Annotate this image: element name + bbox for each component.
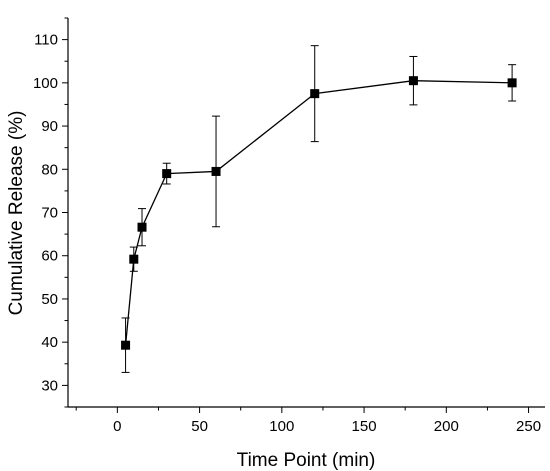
x-tick-label: 0 xyxy=(113,418,121,435)
x-tick-label: 50 xyxy=(191,418,208,435)
y-tick-label: 70 xyxy=(41,205,58,222)
data-point xyxy=(162,169,172,179)
data-point xyxy=(121,340,131,350)
x-tick-label: 200 xyxy=(434,418,459,435)
x-tick-label: 250 xyxy=(516,418,541,435)
x-tick-label: 100 xyxy=(269,418,294,435)
data-point xyxy=(408,76,418,86)
y-tick-label: 90 xyxy=(41,118,58,135)
data-point xyxy=(211,166,221,176)
data-point xyxy=(137,222,147,232)
y-tick-label: 60 xyxy=(41,248,58,265)
y-tick-label: 30 xyxy=(41,377,58,394)
y-tick-label: 110 xyxy=(34,32,58,49)
data-point xyxy=(310,89,320,99)
data-point xyxy=(507,78,517,88)
series-line xyxy=(124,80,513,346)
x-tick-label: 150 xyxy=(352,418,377,435)
data-point xyxy=(129,254,139,264)
x-axis-title: Time Point (min) xyxy=(237,450,376,471)
y-axis-title: Cumulative Release (%) xyxy=(6,111,27,316)
y-tick-label: 80 xyxy=(41,161,58,178)
y-tick-label: 100 xyxy=(33,75,58,92)
y-tick-label: 50 xyxy=(41,291,58,308)
y-tick-label: 40 xyxy=(41,334,58,351)
